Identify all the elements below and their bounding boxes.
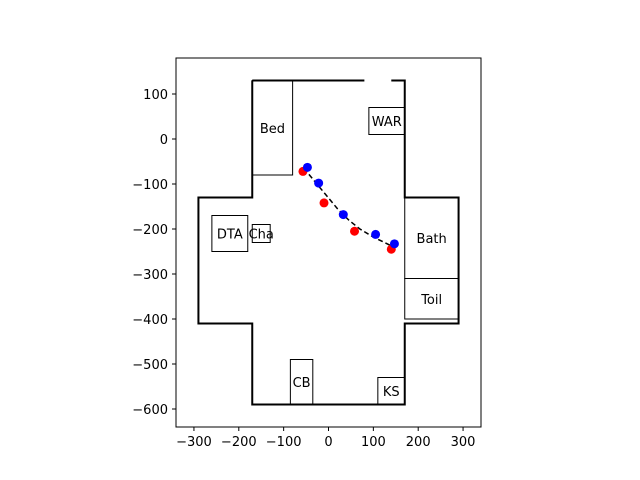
x-tick-label-0: −300 (176, 435, 212, 450)
room-label-toil: Toil (420, 293, 442, 308)
room-label-cha: Cha (249, 228, 274, 243)
room-label-bath: Bath (417, 232, 447, 247)
y-tick-label-2: −100 (132, 178, 168, 193)
room-label-dta: DTA (217, 228, 243, 243)
x-axis: −300 −200 −100 0 100 200 300 (176, 427, 475, 450)
room-box-cb (289, 359, 314, 405)
y-tick-label-7: −600 (132, 403, 168, 418)
y-tick-label-1: 0 (160, 133, 168, 148)
trajectory-path (303, 167, 394, 248)
y-tick-label-5: −400 (132, 313, 168, 328)
y-tick-label-6: −500 (132, 358, 168, 373)
x-tick-label-1: −200 (221, 435, 257, 450)
dashed-trajectory-line (303, 167, 394, 248)
point-series-1-4 (389, 239, 399, 249)
room-box-bed (251, 80, 294, 176)
x-tick-label-3: 0 (324, 435, 332, 450)
plot-area (175, 57, 482, 428)
room-box-cha (251, 224, 271, 243)
x-tick-label-4: 100 (361, 435, 386, 450)
x-tick-label-6: 300 (451, 435, 476, 450)
point-series-1-1 (314, 178, 324, 188)
x-tick-label-2: −100 (266, 435, 302, 450)
point-series-0-1 (319, 198, 329, 208)
room-box-toil (404, 278, 460, 320)
point-series-1-3 (371, 229, 381, 239)
point-series-1-2 (338, 210, 348, 220)
room-label-bed: Bed (260, 122, 285, 137)
room-box-ks (377, 377, 406, 405)
point-series-1-0 (302, 162, 312, 172)
y-tick-label-0: 100 (143, 88, 168, 103)
y-axis: 100 0 −100 −200 −300 −400 −500 −600 (132, 88, 176, 418)
point-series-0-2 (350, 226, 360, 236)
room-label-cb: CB (293, 376, 311, 391)
data-points (298, 162, 399, 254)
y-tick-label-3: −200 (132, 223, 168, 238)
room-box-war (368, 107, 406, 135)
room-label-war: WAR (372, 115, 402, 130)
room-box-dta (211, 215, 249, 252)
y-tick-label-4: −300 (132, 268, 168, 283)
room-label-ks: KS (383, 385, 400, 400)
x-tick-label-5: 200 (406, 435, 431, 450)
rooms-layer: Bed WAR Bath Toil DTA Cha CB KS (211, 80, 460, 405)
